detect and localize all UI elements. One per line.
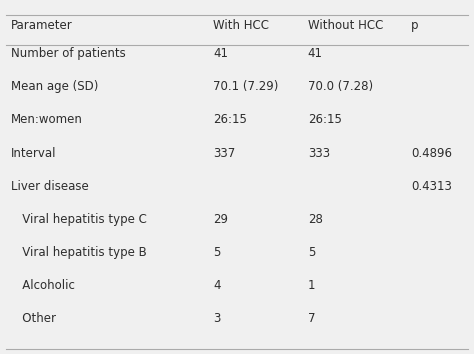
Text: Alcoholic: Alcoholic: [11, 279, 75, 292]
Text: 26:15: 26:15: [213, 113, 247, 126]
Text: 5: 5: [213, 246, 221, 259]
Text: 1: 1: [308, 279, 315, 292]
Text: 5: 5: [308, 246, 315, 259]
Text: With HCC: With HCC: [213, 19, 269, 32]
Text: Interval: Interval: [11, 147, 56, 160]
Text: 29: 29: [213, 213, 228, 226]
Text: Viral hepatitis type C: Viral hepatitis type C: [11, 213, 146, 226]
Text: Other: Other: [11, 313, 56, 325]
Text: 28: 28: [308, 213, 323, 226]
Text: 70.1 (7.29): 70.1 (7.29): [213, 80, 279, 93]
Text: Viral hepatitis type B: Viral hepatitis type B: [11, 246, 146, 259]
Text: 41: 41: [213, 47, 228, 60]
Text: Parameter: Parameter: [11, 19, 73, 32]
Text: 333: 333: [308, 147, 330, 160]
Text: p: p: [411, 19, 419, 32]
Text: Liver disease: Liver disease: [11, 180, 89, 193]
Text: 0.4896: 0.4896: [411, 147, 452, 160]
Text: 4: 4: [213, 279, 221, 292]
Text: Without HCC: Without HCC: [308, 19, 383, 32]
Text: 41: 41: [308, 47, 323, 60]
Text: 337: 337: [213, 147, 236, 160]
Text: Men:women: Men:women: [11, 113, 82, 126]
Text: 26:15: 26:15: [308, 113, 342, 126]
Text: Mean age (SD): Mean age (SD): [11, 80, 98, 93]
Text: 7: 7: [308, 313, 315, 325]
Text: Number of patients: Number of patients: [11, 47, 126, 60]
Text: 3: 3: [213, 313, 221, 325]
Text: 0.4313: 0.4313: [411, 180, 452, 193]
Text: 70.0 (7.28): 70.0 (7.28): [308, 80, 373, 93]
